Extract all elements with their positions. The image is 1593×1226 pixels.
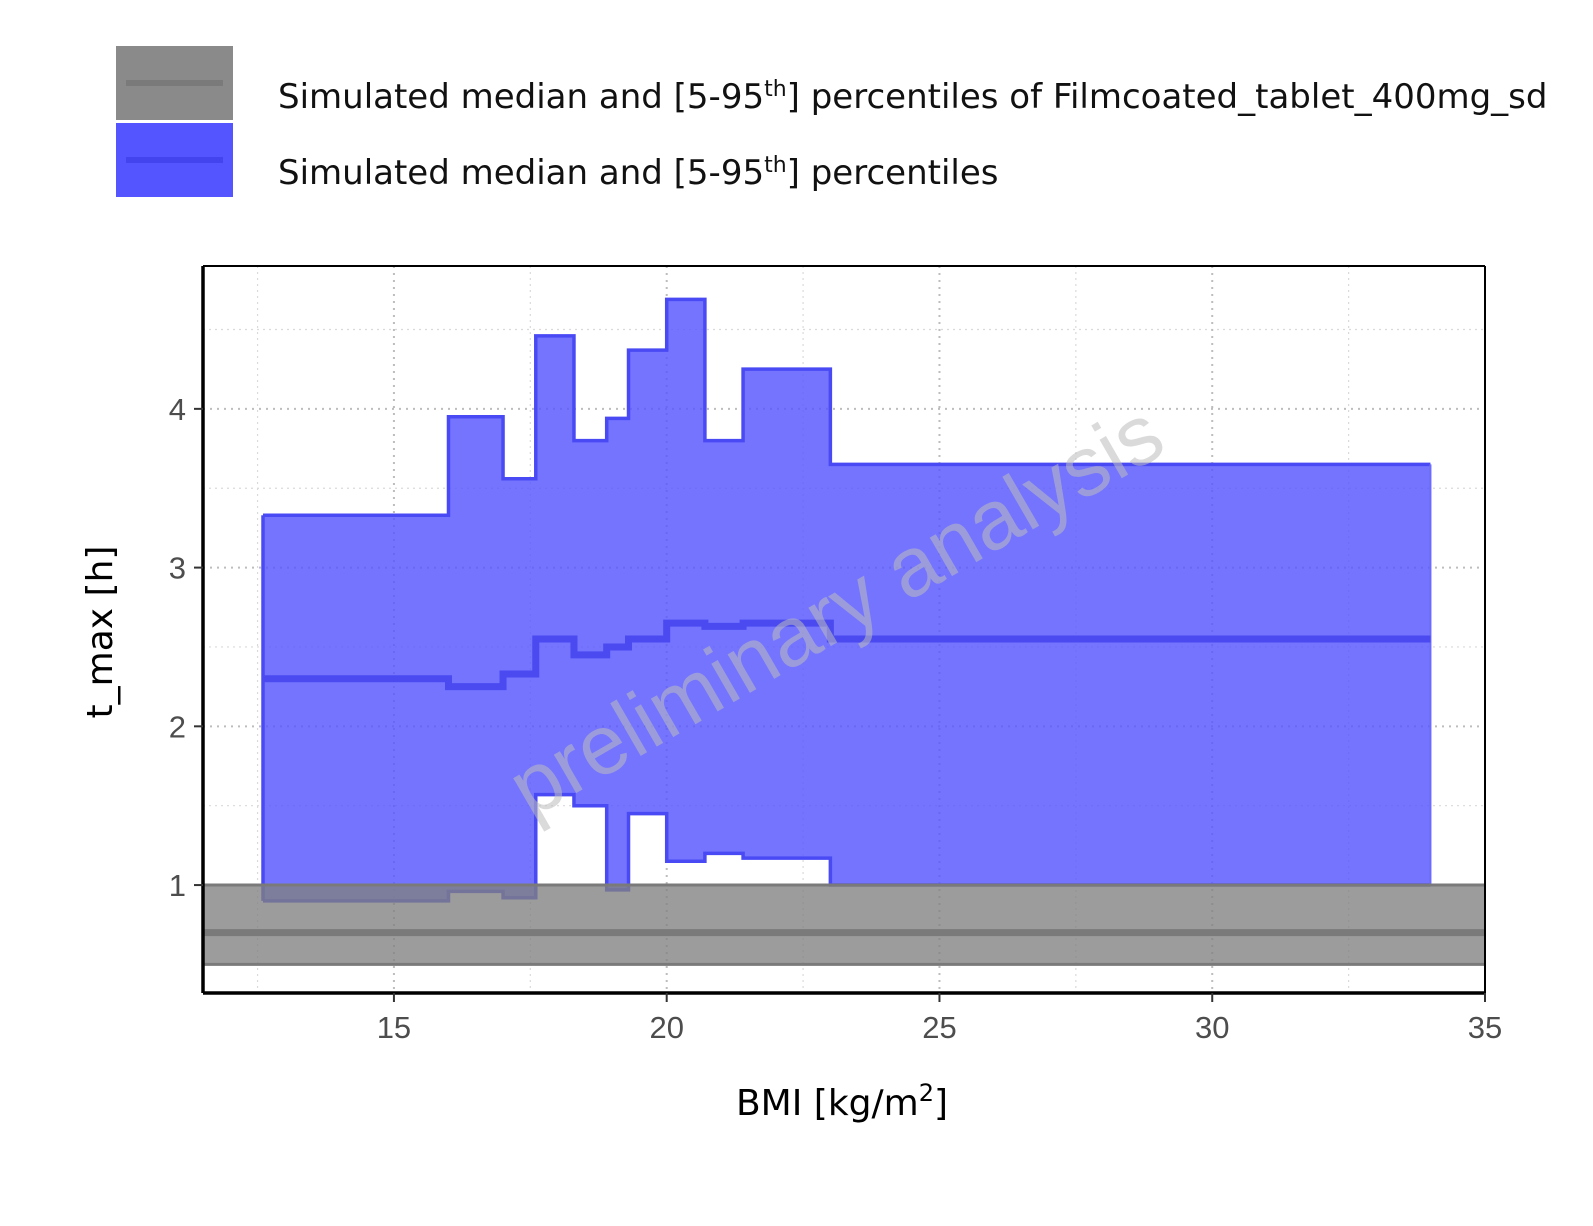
y-tick-label: 1 <box>169 868 186 903</box>
legend-item-simulated: Simulated median and [5-95th] percentile… <box>116 123 998 197</box>
legend-label-simulated-sup: th <box>764 153 787 178</box>
data-layer <box>203 297 1485 966</box>
x-tick-label: 15 <box>377 1010 411 1045</box>
simulated-percentile-band <box>263 299 1431 901</box>
x-tick-label: 25 <box>922 1010 956 1045</box>
y-tick-label: 4 <box>169 392 186 427</box>
x-tick-label: 30 <box>1195 1010 1229 1045</box>
simulated-median-line <box>263 619 1431 691</box>
legend-label-reference: Simulated median and [5-95th] percentile… <box>278 77 1547 117</box>
x-tick-label: 20 <box>649 1010 683 1045</box>
reference-percentile-band <box>203 885 1485 965</box>
y-axis-title: t_max [h] <box>80 546 121 719</box>
y-tick-label: 2 <box>169 709 186 744</box>
legend: Simulated median and [5-95th] percentile… <box>116 46 1547 197</box>
y-tick-label: 3 <box>169 551 186 586</box>
axes: 15 20 25 30 35 1 2 3 4 <box>169 265 1502 1045</box>
legend-label-simulated: Simulated median and [5-95th] percentile… <box>278 153 998 193</box>
x-axis-title: BMI [kg/m2] <box>736 1079 948 1124</box>
legend-item-reference: Simulated median and [5-95th] percentile… <box>116 46 1547 120</box>
x-tick-label: 35 <box>1468 1010 1502 1045</box>
legend-label-reference-sup: th <box>764 77 787 102</box>
simulated-p95-line <box>263 297 1431 517</box>
